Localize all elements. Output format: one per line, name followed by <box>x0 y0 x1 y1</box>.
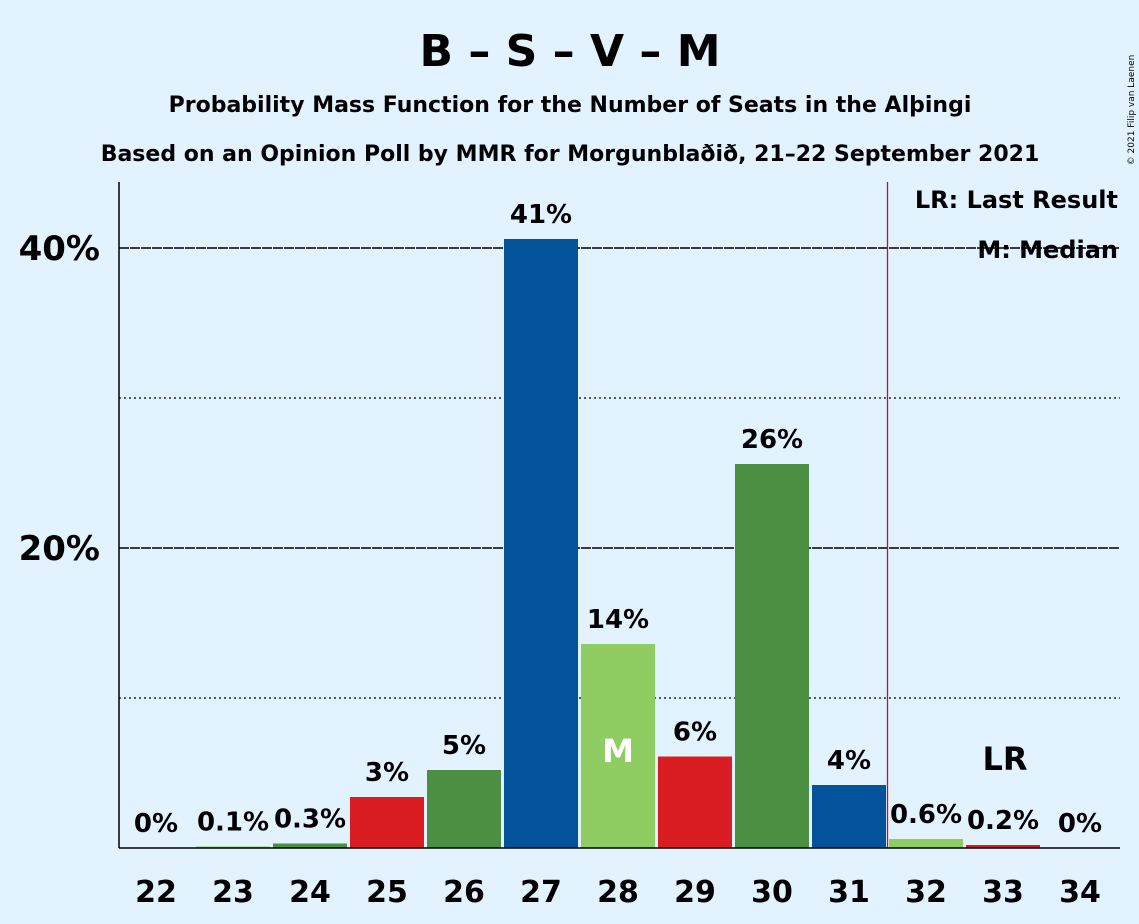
x-tick-label: 31 <box>828 875 870 910</box>
bar-value-label: 0.3% <box>274 805 346 835</box>
last-result-marker: LR <box>982 740 1027 778</box>
bar-seat-28 <box>581 644 655 848</box>
bar-value-label: 6% <box>673 718 717 748</box>
y-tick-label: 20% <box>19 529 100 569</box>
x-tick-label: 28 <box>597 875 639 910</box>
bar-value-label: 3% <box>365 758 409 788</box>
x-tick-label: 25 <box>366 875 408 910</box>
bar-seat-24 <box>273 843 347 848</box>
bar-value-label: 0% <box>134 809 178 839</box>
bar-seat-31 <box>812 785 886 848</box>
bar-seat-26 <box>427 770 501 848</box>
bar-seat-27 <box>504 239 578 848</box>
bars-group <box>196 239 1040 848</box>
x-tick-label: 27 <box>520 875 562 910</box>
x-tick-label: 32 <box>905 875 947 910</box>
bar-value-label: 0% <box>1058 809 1102 839</box>
y-tick-label: 40% <box>19 229 100 269</box>
bar-seat-32 <box>889 839 963 848</box>
chart-subtitle-2: Based on an Opinion Poll by MMR for Morg… <box>101 142 1040 167</box>
x-tick-label: 24 <box>289 875 331 910</box>
legend-median: M: Median <box>977 236 1118 264</box>
x-tick-label: 22 <box>135 875 177 910</box>
median-marker: M <box>602 732 634 770</box>
bar-value-label: 14% <box>587 605 649 635</box>
bar-seat-25 <box>350 797 424 848</box>
x-tick-label: 34 <box>1059 875 1101 910</box>
chart-title: B – S – V – M <box>420 26 721 77</box>
x-tick-label: 33 <box>982 875 1024 910</box>
bar-value-label: 4% <box>827 746 871 776</box>
bar-value-label: 26% <box>741 425 803 455</box>
bar-value-label: 41% <box>510 200 572 230</box>
x-tick-label: 23 <box>212 875 254 910</box>
bar-value-label: 0.1% <box>197 808 269 838</box>
x-tick-label: 30 <box>751 875 793 910</box>
bar-seat-33 <box>966 845 1040 848</box>
annotations-group: 0% 0.1% 0.3% 3% 5% 41% 14% 6% 26% 4% 0.6% 0.2% 0% M LR <box>134 182 1102 848</box>
bar-seat-30 <box>735 464 809 848</box>
x-tick-label: 29 <box>674 875 716 910</box>
bar-value-label: 0.6% <box>890 800 962 830</box>
axes-group: 20% 40% 22 23 24 25 26 27 28 29 30 31 32 33 34 <box>19 182 1120 910</box>
legend-last-result: LR: Last Result <box>915 186 1118 214</box>
bar-seat-29 <box>658 756 732 848</box>
chart-subtitle-1: Probability Mass Function for the Number… <box>169 93 972 118</box>
x-tick-label: 26 <box>443 875 485 910</box>
bar-value-label: 5% <box>442 731 486 761</box>
bar-value-label: 0.2% <box>967 806 1039 836</box>
copyright-text: © 2021 Filip van Laenen <box>1127 55 1137 166</box>
